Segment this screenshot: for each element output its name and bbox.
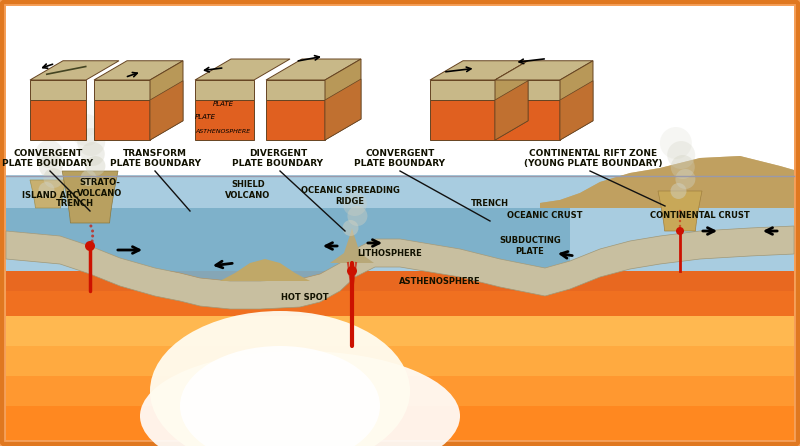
Polygon shape <box>260 208 300 281</box>
Circle shape <box>678 210 682 212</box>
Circle shape <box>347 266 357 276</box>
Text: ASTHENOSPHERE: ASTHENOSPHERE <box>195 129 250 134</box>
Bar <box>540 176 794 208</box>
Polygon shape <box>495 61 593 80</box>
Polygon shape <box>340 208 355 263</box>
Circle shape <box>81 170 97 186</box>
Circle shape <box>678 225 682 227</box>
Circle shape <box>43 168 63 188</box>
Polygon shape <box>30 61 119 80</box>
Circle shape <box>670 155 694 179</box>
Text: CONVERGENT
PLATE BOUNDARY: CONVERGENT PLATE BOUNDARY <box>2 149 94 168</box>
Polygon shape <box>495 61 528 140</box>
Text: ISLAND ARC: ISLAND ARC <box>22 191 78 201</box>
Polygon shape <box>540 156 794 208</box>
Polygon shape <box>220 259 310 281</box>
Circle shape <box>70 114 102 146</box>
Polygon shape <box>330 228 374 263</box>
Polygon shape <box>266 80 325 100</box>
Polygon shape <box>545 208 570 268</box>
Bar <box>6 176 794 440</box>
Text: OCEANIC CRUST: OCEANIC CRUST <box>507 211 582 220</box>
Circle shape <box>667 141 695 169</box>
Polygon shape <box>6 226 794 309</box>
Text: CONVERGENT
PLATE BOUNDARY: CONVERGENT PLATE BOUNDARY <box>354 149 446 168</box>
Circle shape <box>675 169 695 189</box>
Text: OCEANIC SPREADING
RIDGE: OCEANIC SPREADING RIDGE <box>301 186 399 206</box>
Polygon shape <box>540 163 794 208</box>
Circle shape <box>660 127 692 159</box>
Ellipse shape <box>180 346 380 446</box>
Text: SUBDUCTING
PLATE: SUBDUCTING PLATE <box>499 236 561 256</box>
Text: DIVERGENT
PLATE BOUNDARY: DIVERGENT PLATE BOUNDARY <box>233 149 323 168</box>
Circle shape <box>68 100 104 136</box>
Text: CONTINENTAL RIFT ZONE
(YOUNG PLATE BOUNDARY): CONTINENTAL RIFT ZONE (YOUNG PLATE BOUND… <box>524 149 662 168</box>
Polygon shape <box>230 208 260 281</box>
Text: PLATE: PLATE <box>195 114 216 120</box>
Text: CONTINENTAL CRUST: CONTINENTAL CRUST <box>650 211 750 220</box>
Bar <box>6 286 794 316</box>
Bar <box>6 175 794 208</box>
Polygon shape <box>480 208 500 259</box>
Circle shape <box>88 224 91 227</box>
Circle shape <box>38 182 54 198</box>
Circle shape <box>35 140 63 168</box>
Polygon shape <box>495 81 528 140</box>
Polygon shape <box>30 80 86 100</box>
Circle shape <box>38 154 62 178</box>
Circle shape <box>86 156 106 176</box>
Polygon shape <box>355 208 375 249</box>
Polygon shape <box>495 80 560 100</box>
Polygon shape <box>200 208 230 281</box>
Polygon shape <box>155 208 180 273</box>
Polygon shape <box>430 208 460 249</box>
Circle shape <box>670 183 686 199</box>
Polygon shape <box>560 81 593 140</box>
Polygon shape <box>30 100 86 140</box>
Bar <box>6 6 794 176</box>
Polygon shape <box>520 208 545 268</box>
Polygon shape <box>30 180 66 208</box>
Circle shape <box>89 230 92 232</box>
Text: LITHOSPHERE: LITHOSPHERE <box>358 249 422 259</box>
Polygon shape <box>195 80 254 100</box>
Polygon shape <box>658 191 702 231</box>
Polygon shape <box>120 208 155 268</box>
Polygon shape <box>300 208 320 279</box>
Text: STRATO-
VOLCANO: STRATO- VOLCANO <box>78 178 122 198</box>
Circle shape <box>90 240 93 243</box>
Circle shape <box>342 220 358 236</box>
Polygon shape <box>94 100 150 140</box>
Polygon shape <box>150 61 183 140</box>
Polygon shape <box>540 156 794 208</box>
Circle shape <box>678 220 682 222</box>
Text: ASTHENOSPHERE: ASTHENOSPHERE <box>399 277 481 285</box>
Text: TRENCH: TRENCH <box>56 198 94 207</box>
Polygon shape <box>495 100 560 140</box>
Polygon shape <box>90 208 120 258</box>
Circle shape <box>85 241 95 251</box>
Polygon shape <box>180 208 200 278</box>
Polygon shape <box>195 100 254 140</box>
Bar <box>6 271 794 291</box>
Text: PLATE: PLATE <box>213 101 234 107</box>
Polygon shape <box>60 208 90 246</box>
Polygon shape <box>375 208 400 239</box>
Polygon shape <box>94 80 150 100</box>
Polygon shape <box>94 61 183 80</box>
Polygon shape <box>560 61 593 140</box>
Circle shape <box>678 215 682 217</box>
Text: TRENCH: TRENCH <box>471 198 509 207</box>
Ellipse shape <box>150 311 410 446</box>
Bar <box>6 406 794 440</box>
Text: SHIELD
VOLCANO: SHIELD VOLCANO <box>226 180 270 200</box>
Circle shape <box>86 235 89 238</box>
Polygon shape <box>460 208 480 254</box>
Polygon shape <box>430 80 495 100</box>
Circle shape <box>347 206 367 226</box>
Polygon shape <box>500 208 520 263</box>
Bar <box>6 376 794 406</box>
Ellipse shape <box>140 351 460 446</box>
Polygon shape <box>266 59 361 80</box>
